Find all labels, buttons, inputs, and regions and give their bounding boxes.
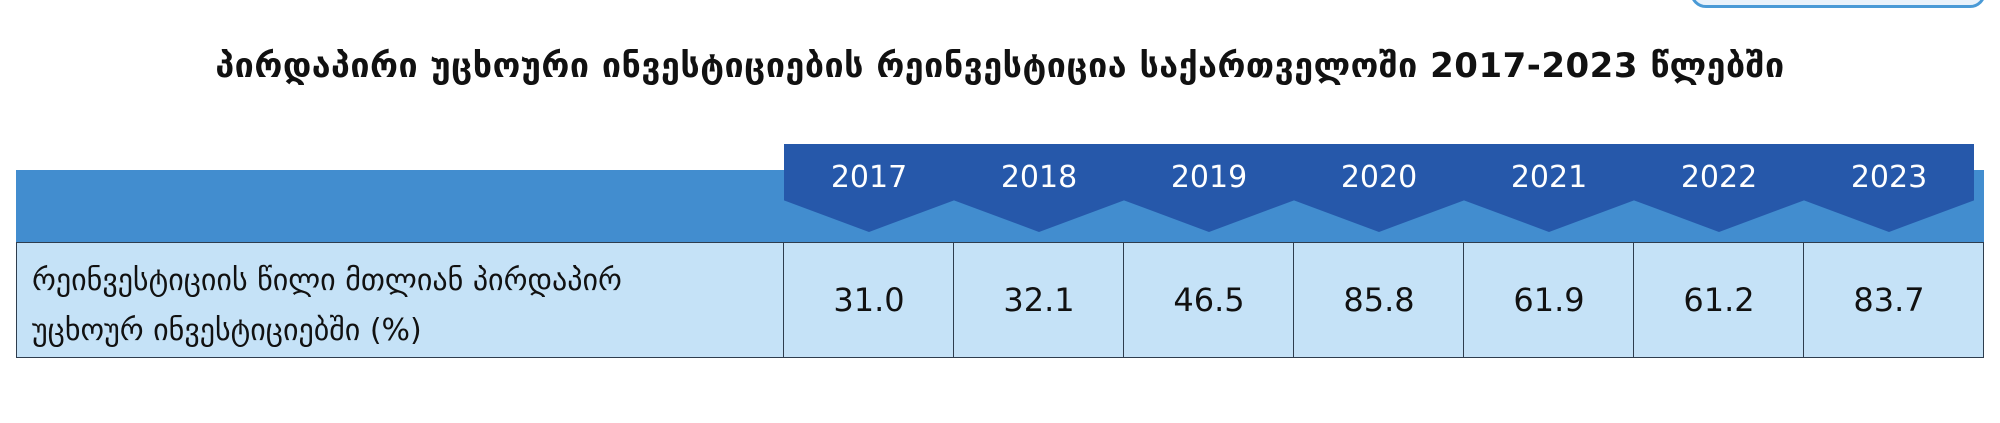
value-cell-2017: 31.0 [833, 281, 905, 319]
page-title: პირდაპირი უცხოური ინვესტიციების რეინვესტ… [215, 46, 1785, 86]
value-cell-2023: 83.7 [1853, 281, 1925, 319]
row-label: რეინვესტიციის წილი მთლიან პირდაპირ უცხოუ… [16, 242, 776, 358]
column-divider [1123, 242, 1124, 358]
value-cell-2020: 85.8 [1343, 281, 1415, 319]
value-cell-2019: 46.5 [1173, 281, 1245, 319]
value-cell-2022: 61.2 [1683, 281, 1755, 319]
column-divider [1633, 242, 1634, 358]
column-divider [1803, 242, 1804, 358]
row-label-line2: უცხოურ ინვესტიციებში (%) [32, 313, 422, 348]
row-label-line1: რეინვესტიციის წილი მთლიან პირდაპირ [32, 263, 622, 298]
column-divider [1293, 242, 1294, 358]
top-pill-decoration [1690, 0, 1986, 8]
value-cell-2018: 32.1 [1003, 281, 1075, 319]
value-cell-2021: 61.9 [1513, 281, 1585, 319]
data-row [16, 242, 1984, 358]
column-divider [1463, 242, 1464, 358]
column-divider [953, 242, 954, 358]
column-divider [783, 242, 784, 358]
